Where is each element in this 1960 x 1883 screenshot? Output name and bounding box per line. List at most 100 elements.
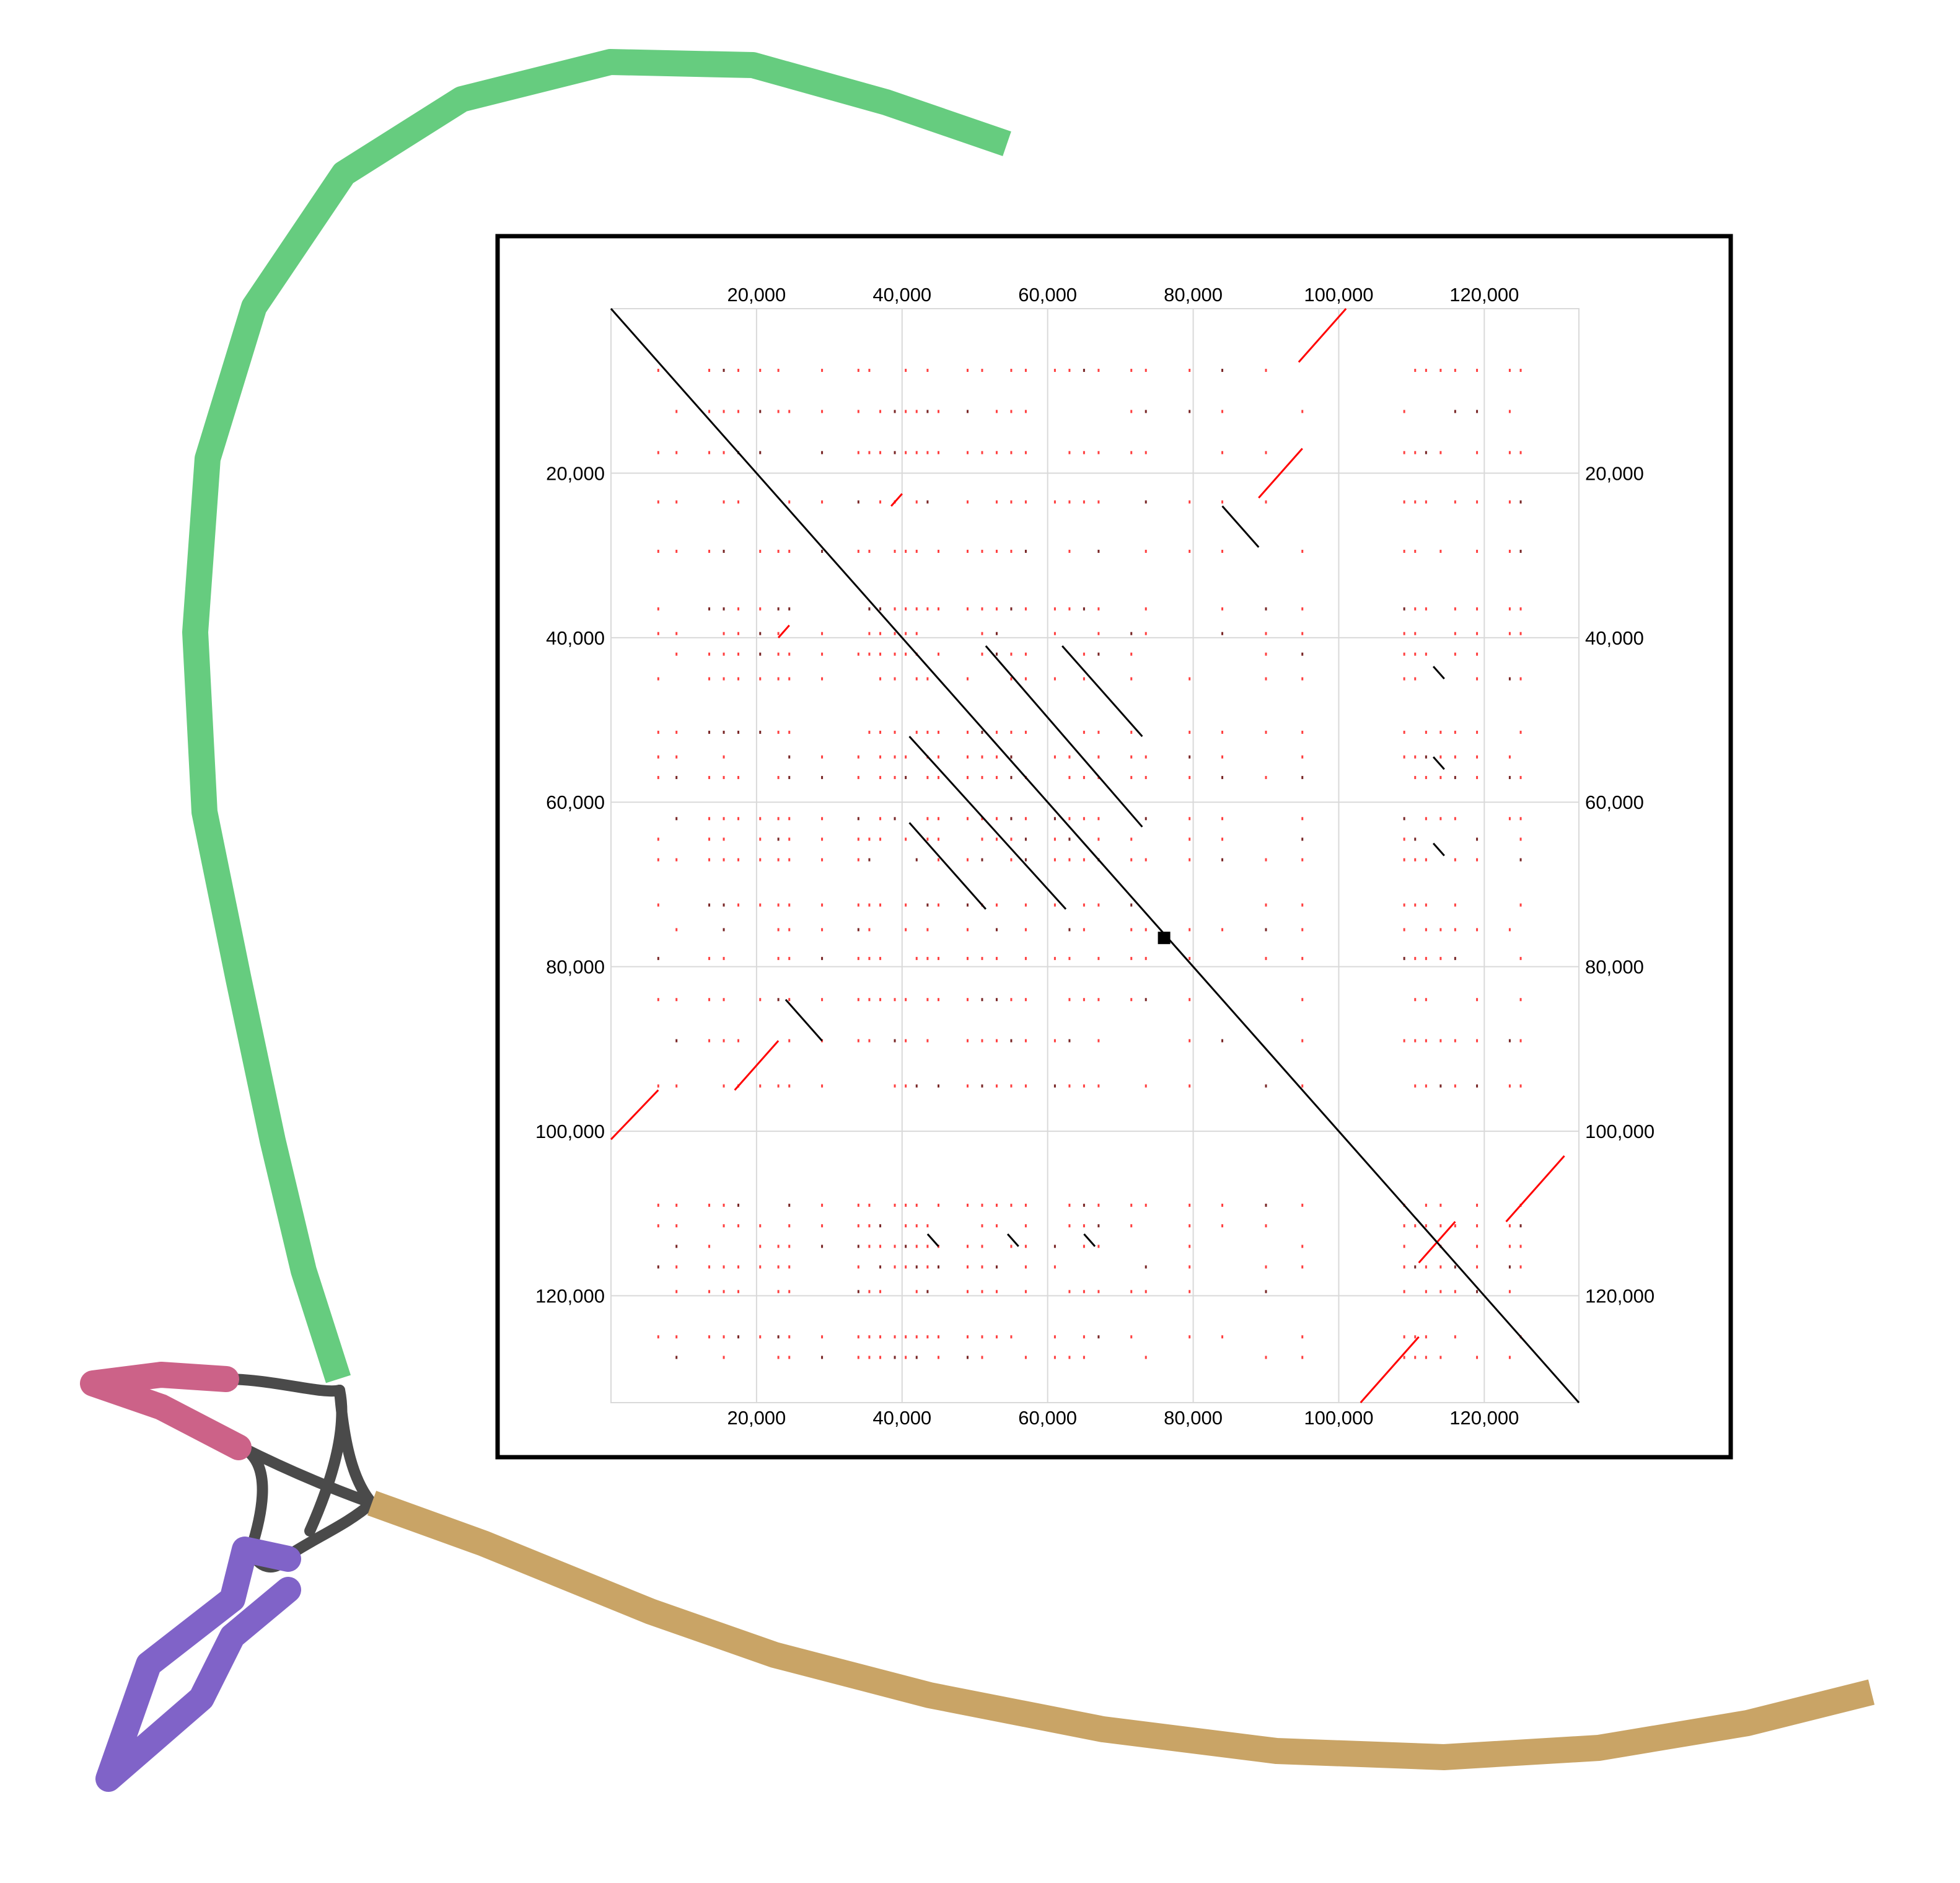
repeat-dot xyxy=(777,369,780,373)
repeat-dot xyxy=(1083,652,1085,656)
repeat-dot xyxy=(879,1224,882,1228)
repeat-dot xyxy=(857,451,859,454)
repeat-dot xyxy=(1024,1084,1027,1088)
repeat-dot xyxy=(1439,1039,1442,1043)
repeat-dot xyxy=(966,1245,969,1248)
x-tick-label-bottom: 40,000 xyxy=(872,1407,931,1429)
repeat-dot xyxy=(926,730,929,734)
repeat-dot xyxy=(1454,1290,1456,1294)
repeat-dot xyxy=(708,410,711,413)
repeat-dot xyxy=(995,1335,998,1339)
repeat-dot xyxy=(1425,1290,1427,1294)
repeat-dot xyxy=(1083,607,1085,611)
repeat-dot xyxy=(759,1245,762,1248)
repeat-dot xyxy=(1403,1335,1405,1339)
repeat-dot xyxy=(1265,956,1267,960)
repeat-dot xyxy=(1130,677,1133,681)
repeat-dot xyxy=(868,837,871,841)
repeat-dot xyxy=(1068,451,1071,454)
x-tick-label-bottom: 80,000 xyxy=(1164,1407,1223,1429)
repeat-dot xyxy=(981,998,983,1002)
repeat-dot xyxy=(1145,369,1147,373)
repeat-dot xyxy=(1425,730,1427,734)
repeat-dot xyxy=(926,775,929,779)
repeat-dot xyxy=(937,755,939,759)
repeat-dot xyxy=(708,1245,711,1248)
repeat-dot xyxy=(879,451,882,454)
repeat-dot xyxy=(1097,837,1100,841)
repeat-dot xyxy=(1439,817,1442,821)
repeat-dot xyxy=(1403,1245,1405,1248)
repeat-dot xyxy=(1145,956,1147,960)
repeat-dot xyxy=(723,1084,725,1088)
repeat-dot xyxy=(723,607,725,611)
repeat-dot xyxy=(1145,928,1147,932)
repeat-dot xyxy=(1508,775,1511,779)
repeat-dot xyxy=(708,1039,711,1043)
repeat-dot xyxy=(995,607,998,611)
repeat-dot xyxy=(1221,858,1224,862)
y-tick-label-right: 40,000 xyxy=(1585,627,1644,649)
repeat-dot xyxy=(857,1356,859,1359)
repeat-dot xyxy=(723,410,725,413)
repeat-dot xyxy=(868,632,871,635)
repeat-dot xyxy=(1508,755,1511,759)
repeat-dot xyxy=(788,858,791,862)
repeat-dot xyxy=(905,998,907,1002)
repeat-dot xyxy=(1519,858,1522,862)
repeat-dot xyxy=(657,837,659,841)
diagonal-marker xyxy=(1158,932,1171,945)
repeat-dot xyxy=(1519,549,1522,553)
repeat-dot xyxy=(1425,607,1427,611)
repeat-dot xyxy=(1508,817,1511,821)
repeat-dot xyxy=(777,998,780,1002)
graph-link xyxy=(221,1374,345,1397)
repeat-dot xyxy=(1024,1245,1027,1248)
repeat-dot xyxy=(1145,775,1147,779)
repeat-dot xyxy=(1068,549,1071,553)
repeat-dot xyxy=(857,837,859,841)
repeat-dot xyxy=(1010,369,1013,373)
repeat-dot xyxy=(1145,858,1147,862)
repeat-dot xyxy=(966,956,969,960)
repeat-dot xyxy=(1301,858,1304,862)
repeat-dot xyxy=(1024,903,1027,907)
repeat-dot xyxy=(868,1245,871,1248)
repeat-dot xyxy=(1476,928,1479,932)
repeat-dot xyxy=(1097,1224,1100,1228)
repeat-dot xyxy=(1439,1204,1442,1207)
repeat-dot xyxy=(1508,1290,1511,1294)
repeat-dot xyxy=(926,817,929,821)
repeat-dot xyxy=(1068,1224,1071,1228)
repeat-dot xyxy=(821,500,824,504)
repeat-dot xyxy=(737,1290,740,1294)
repeat-dot xyxy=(857,775,859,779)
repeat-dot xyxy=(857,500,859,504)
repeat-dot xyxy=(1454,775,1456,779)
reverse-match-line xyxy=(1298,308,1347,363)
repeat-dot xyxy=(1068,1039,1071,1043)
reverse-match-line xyxy=(890,493,903,507)
repeat-dot xyxy=(1024,817,1027,821)
repeat-dot xyxy=(879,632,882,635)
repeat-dot xyxy=(1519,1265,1522,1269)
repeat-dot xyxy=(926,500,929,504)
repeat-dot xyxy=(1145,549,1147,553)
repeat-dot xyxy=(1414,858,1417,862)
repeat-dot xyxy=(937,451,939,454)
forward-match-line xyxy=(784,999,823,1042)
repeat-dot xyxy=(995,998,998,1002)
repeat-dot xyxy=(777,1290,780,1294)
repeat-dot xyxy=(1010,677,1013,681)
repeat-dot xyxy=(1024,1224,1027,1228)
repeat-dot xyxy=(1053,858,1056,862)
repeat-dot xyxy=(966,677,969,681)
repeat-dot xyxy=(1053,1356,1056,1359)
repeat-dot xyxy=(788,775,791,779)
y-tick-label-left: 60,000 xyxy=(546,792,605,813)
repeat-dot xyxy=(1476,775,1479,779)
repeat-dot xyxy=(926,1265,929,1269)
repeat-dot xyxy=(1439,451,1442,454)
repeat-dot xyxy=(1189,369,1191,373)
repeat-dot xyxy=(1145,1356,1147,1359)
